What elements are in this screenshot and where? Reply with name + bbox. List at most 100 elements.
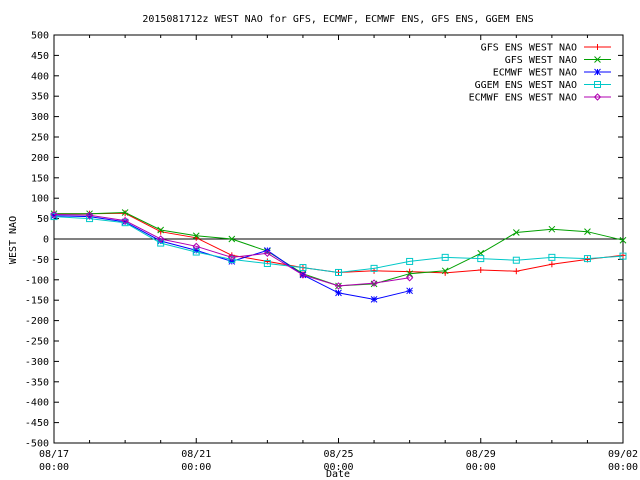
series-2: [50, 209, 627, 290]
data-point: [263, 259, 271, 267]
data-point: [512, 229, 520, 236]
data-point: [406, 257, 414, 265]
y-tick-label: 50: [37, 214, 49, 225]
data-point: [548, 225, 556, 233]
data-point: [619, 236, 627, 244]
x-tick-label: 00:00: [181, 462, 211, 473]
legend-label: GFS ENS WEST NAO: [481, 43, 577, 54]
y-tick-label: -50: [31, 255, 49, 266]
y-tick-label: -450: [25, 418, 49, 429]
data-point: [263, 249, 272, 257]
data-point: [477, 267, 484, 274]
data-point: [548, 253, 556, 261]
y-tick-label: 250: [31, 133, 49, 144]
x-tick-label: 08/29: [466, 449, 496, 460]
data-point: [334, 282, 343, 290]
y-tick-label: 300: [31, 112, 49, 123]
y-tick-label: 150: [31, 173, 49, 184]
data-point: [121, 209, 129, 216]
y-tick-label: 400: [31, 71, 49, 82]
data-point: [156, 235, 165, 243]
series-5: [50, 210, 414, 290]
data-point: [370, 296, 378, 303]
x-tick-label: 00:00: [323, 462, 353, 473]
y-tick-label: -300: [25, 357, 49, 368]
data-point: [594, 56, 601, 63]
data-point: [477, 255, 485, 263]
data-point: [157, 226, 165, 234]
data-point: [228, 253, 236, 262]
data-point: [299, 264, 307, 272]
y-axis-label: WEST NAO: [8, 216, 19, 264]
data-point: [594, 81, 601, 88]
y-tick-label: -500: [25, 439, 49, 450]
series-lines: [50, 209, 627, 303]
data-point: [406, 287, 413, 295]
data-point: [370, 279, 378, 287]
data-point: [548, 261, 555, 268]
axes: 500450400350300250200150100500-50-100-15…: [25, 31, 638, 474]
data-point: [192, 242, 200, 251]
y-tick-label: 500: [31, 31, 49, 42]
y-tick-label: 450: [31, 51, 49, 62]
data-point: [50, 210, 58, 219]
data-point: [513, 268, 520, 275]
x-tick-label: 00:00: [466, 462, 496, 473]
legend-label: ECMWF ENS WEST NAO: [469, 93, 577, 104]
data-point: [370, 264, 378, 272]
x-tick-label: 00:00: [608, 462, 638, 473]
data-point: [121, 216, 129, 225]
y-tick-label: -250: [25, 337, 49, 348]
data-point: [406, 270, 413, 278]
data-point: [512, 256, 520, 264]
data-point: [583, 255, 591, 263]
y-tick-label: 350: [31, 92, 49, 103]
y-tick-label: 0: [43, 235, 49, 246]
x-tick-label: 08/25: [323, 449, 353, 460]
legend-entry: ECMWF WEST NAO: [493, 68, 611, 79]
data-point: [228, 235, 236, 243]
data-point: [594, 68, 601, 76]
y-tick-label: 200: [31, 153, 49, 164]
data-point: [299, 271, 307, 279]
data-point: [441, 253, 449, 261]
series-line: [54, 212, 624, 274]
x-axis-label: Date: [326, 469, 350, 480]
chart-title: 2015081712z WEST NAO for GFS, ECMWF, ECM…: [142, 14, 533, 25]
series-line: [53, 216, 624, 274]
data-point: [619, 252, 627, 260]
data-point: [405, 274, 414, 282]
x-tick-label: 09/02: [608, 449, 638, 460]
legend-entry: GGEM ENS WEST NAO: [475, 80, 611, 91]
x-tick-label: 00:00: [39, 462, 69, 473]
data-point: [85, 211, 94, 220]
y-tick-label: -200: [25, 316, 49, 327]
y-tick-label: -100: [25, 275, 49, 286]
data-point: [593, 93, 602, 101]
data-point: [50, 213, 58, 221]
data-point: [157, 239, 165, 247]
legend-entry: ECMWF ENS WEST NAO: [469, 93, 611, 104]
data-point: [335, 268, 342, 276]
data-point: [228, 255, 236, 263]
x-tick-label: 08/17: [39, 449, 69, 460]
legend-label: ECMWF WEST NAO: [493, 68, 577, 79]
legend-label: GFS WEST NAO: [505, 55, 577, 66]
data-point: [441, 267, 449, 275]
legend-label: GGEM ENS WEST NAO: [475, 80, 577, 91]
legend-entry: GFS ENS WEST NAO: [481, 43, 611, 54]
data-point: [192, 232, 200, 240]
data-point: [335, 289, 342, 297]
y-tick-label: -350: [25, 377, 49, 388]
y-tick-label: 100: [31, 194, 49, 205]
legend-entry: GFS WEST NAO: [505, 55, 611, 66]
series-4: [50, 213, 627, 276]
y-tick-label: -400: [25, 398, 49, 409]
series-1: [51, 210, 626, 276]
x-tick-label: 08/21: [181, 449, 211, 460]
data-point: [584, 228, 591, 236]
series-line: [53, 214, 410, 287]
y-tick-label: -150: [25, 296, 49, 307]
